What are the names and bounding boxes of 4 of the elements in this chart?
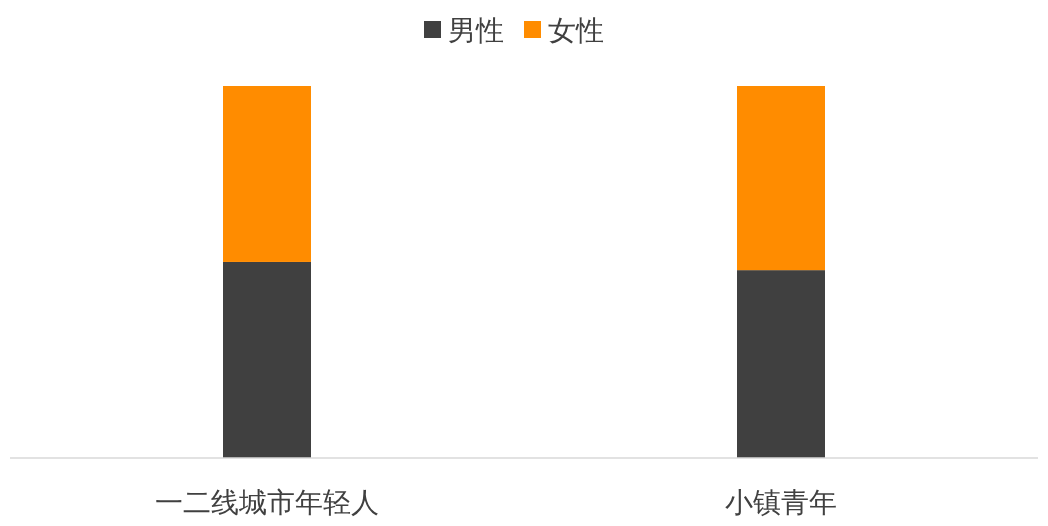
legend-label: 男性 xyxy=(448,14,504,47)
x-tick-label: 一二线城市年轻人 xyxy=(155,486,379,519)
legend-label: 女性 xyxy=(548,14,604,47)
x-tick-label: 小镇青年 xyxy=(725,486,837,519)
